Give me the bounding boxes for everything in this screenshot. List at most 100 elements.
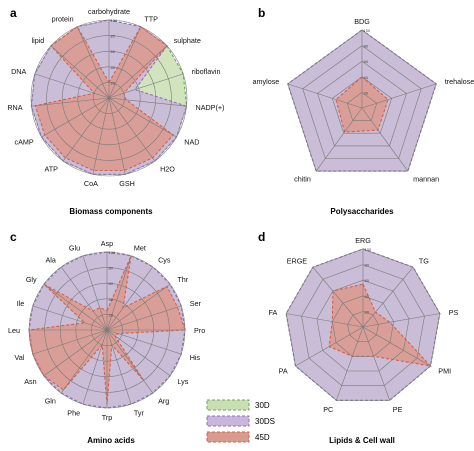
category-label-ttp: TTP [144,15,158,24]
panel-title-c: Amino acids [87,436,135,445]
grid-spoke [362,267,414,328]
category-label-gsh: GSH [119,179,135,188]
tick-label: 40 [364,75,369,80]
category-label-his: His [190,353,201,362]
grid-ring [302,45,422,159]
grid-spoke [43,329,108,377]
tick-label: 80 [111,34,116,39]
category-label-phe: Phe [67,409,80,418]
grid-spoke [50,45,110,99]
tick-label: 60 [364,59,369,64]
grid-spoke [108,97,126,175]
tick-label: 20 [364,90,369,95]
radar-chart-amino-acids: 20 40 60 80 100 Asp Met Cys Thr Ser Pro His Lys Arg Ty… [8,239,205,422]
grid-spoke [92,97,110,175]
category-label-ala: Ala [46,256,56,265]
tick-label: 100 [109,250,116,255]
grid-ring [317,60,407,147]
legend-item-45d: 45D [206,431,270,443]
grid-spoke [106,329,154,394]
category-label-pc: PC [323,405,333,414]
grid-ring [285,248,441,401]
grid-spoke [106,266,154,331]
category-label-arg: Arg [158,396,169,405]
tick-label: 100 [365,247,372,252]
radar-chart-biomass: 20 40 60 80 100 carbohydrate TTP sulphate ribofl… [7,7,224,188]
grid-spoke [34,73,110,99]
grid-spoke [106,255,132,331]
tick-label: 20 [109,312,114,317]
grid-spoke [315,107,363,172]
radar-chart-lipids-cell-wall: 20 40 60 80 100 ERG TG PS PMI PE PC PA FA ERGE [269,236,459,414]
grid-spoke [60,329,108,394]
category-label-nadp: NADP(+) [196,103,225,112]
grid-spoke [106,283,171,331]
grid-ring [316,279,410,372]
grid-spoke [82,329,108,405]
grid-spoke [286,313,364,328]
grid-spoke [336,326,364,401]
panel-title-a: Biomass components [69,207,153,216]
grid-spoke [362,326,390,401]
tick-label: 100 [111,18,118,23]
category-label-pa: PA [279,367,288,376]
legend: 30D 30DS 45D [206,399,275,443]
grid-spoke [362,326,431,367]
category-label-sulphate: sulphate [174,36,201,45]
category-label-thr: Thr [177,275,188,284]
grid-ring [347,311,379,343]
legend-swatch-45d [206,431,250,443]
grid-spoke [312,267,364,328]
tick-label: 40 [111,65,116,70]
category-label-fa: FA [269,308,278,317]
grid-spoke [287,83,363,109]
category-label-pmi: PMI [438,367,451,376]
grid-spoke [77,26,110,99]
category-label-atp: ATP [44,164,58,173]
grid-ring [331,295,395,357]
category-label-chitin: chitin [294,174,311,183]
grid-spoke [362,313,440,328]
grid-spoke [108,73,184,99]
grid-spoke [106,329,132,405]
grid-ring [301,264,425,386]
category-label-val: Val [14,353,24,362]
category-label-tg: TG [419,256,429,265]
category-label-h2o: H2O [160,164,175,173]
grid-spoke [43,283,108,331]
category-label-ile: Ile [17,299,25,308]
grid-spoke [41,97,110,138]
panel-letter-b: b [258,6,265,20]
tick-label: 100 [364,28,371,33]
grid-ring [331,76,393,134]
category-label-carbohydrate: carbohydrate [88,7,130,16]
category-label-gly: Gly [26,275,37,284]
category-label-asn: Asn [24,377,36,386]
grid-spoke [31,97,110,107]
tick-label: 80 [365,263,370,268]
legend-swatch-30d [206,399,250,411]
category-label-riboflavin: riboflavin [192,67,221,76]
grid-spoke [60,266,108,331]
legend-label-30ds: 30DS [255,417,275,426]
category-label-coa: CoA [84,179,98,188]
category-label-pe: PE [393,405,403,414]
grid-spoke [361,107,409,172]
category-label-ps: PS [449,308,459,317]
category-label-trp: Trp [102,413,113,422]
category-label-dna: DNA [11,67,26,76]
grid-spoke [108,45,168,99]
grid-spoke [295,326,364,367]
category-label-cys: Cys [158,256,171,265]
tick-label: 60 [111,49,116,54]
category-label-lys: Lys [177,377,188,386]
category-label-gln: Gln [45,396,56,405]
legend-label-45d: 45D [255,433,270,442]
grid-spoke [32,305,108,331]
category-label-met: Met [134,243,146,252]
category-label-bdg: BDG [354,17,370,26]
tick-label: 60 [109,281,114,286]
legend-swatch-30ds [206,415,250,427]
panel-letter-a: a [10,6,17,20]
category-label-glu: Glu [69,243,80,252]
